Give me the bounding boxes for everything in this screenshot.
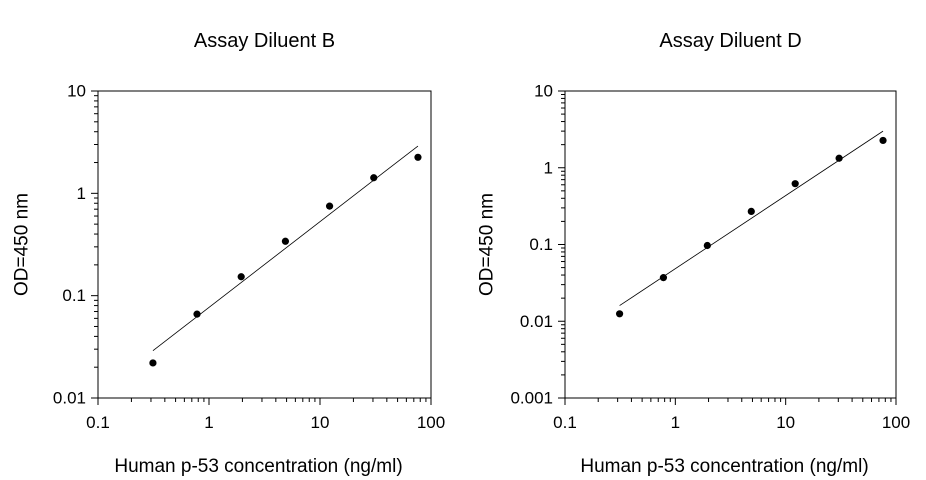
y-tick-label: 0.01 — [53, 389, 86, 408]
data-point — [281, 237, 290, 245]
x-tick-label: 0.1 — [553, 413, 577, 432]
y-tick-label: 10 — [67, 82, 86, 101]
x-tick-label: 10 — [311, 413, 330, 432]
data-point — [370, 174, 378, 182]
plot-frame — [564, 90, 897, 399]
data-point — [791, 180, 799, 188]
chart-title: Assay Diluent B — [194, 30, 335, 52]
y-tick-label: 0.001 — [510, 389, 553, 408]
fit-line — [619, 130, 884, 306]
y-tick-label: 0.1 — [529, 235, 553, 254]
x-tick-label: 1 — [204, 413, 213, 432]
y-tick-label: 1 — [77, 184, 86, 203]
x-tick-label: 1 — [671, 413, 680, 432]
fit-line — [152, 145, 419, 351]
data-point — [747, 207, 755, 215]
chart-panel-diluent-b: Assay Diluent B OD=450 nm Human p-53 con… — [12, 30, 446, 477]
y-axis-label: OD=450 nm — [12, 193, 33, 296]
data-point — [325, 202, 334, 210]
x-tick-label: 100 — [417, 413, 445, 432]
data-point — [703, 241, 711, 250]
data-point — [193, 310, 201, 318]
y-tick-label: 0.1 — [62, 286, 86, 305]
data-point — [615, 310, 624, 318]
data-point — [149, 359, 157, 367]
plot-frame — [97, 90, 432, 399]
y-tick-label: 1 — [544, 158, 553, 177]
y-tick-label: 10 — [534, 82, 553, 101]
plot-marks: 0.1 1 10 100 0.001 0.01 0.1 1 10 — [510, 82, 910, 433]
data-point — [414, 153, 422, 161]
x-axis-label: Human p-53 concentration (ng/ml) — [580, 456, 868, 477]
data-point — [835, 154, 843, 162]
data-point — [659, 274, 668, 282]
data-point — [879, 136, 887, 145]
x-tick-label: 100 — [882, 413, 910, 432]
data-point — [237, 273, 245, 281]
x-axis-label: Human p-53 concentration (ng/ml) — [114, 456, 402, 477]
chart-panel-diluent-d: Assay Diluent D OD=450 nm Human p-53 con… — [477, 30, 911, 477]
chart-title: Assay Diluent D — [659, 30, 801, 52]
y-tick-label: 0.01 — [520, 312, 553, 331]
x-tick-label: 0.1 — [86, 413, 110, 432]
x-tick-label: 10 — [776, 413, 795, 432]
y-axis-label: OD=450 nm — [477, 193, 498, 296]
